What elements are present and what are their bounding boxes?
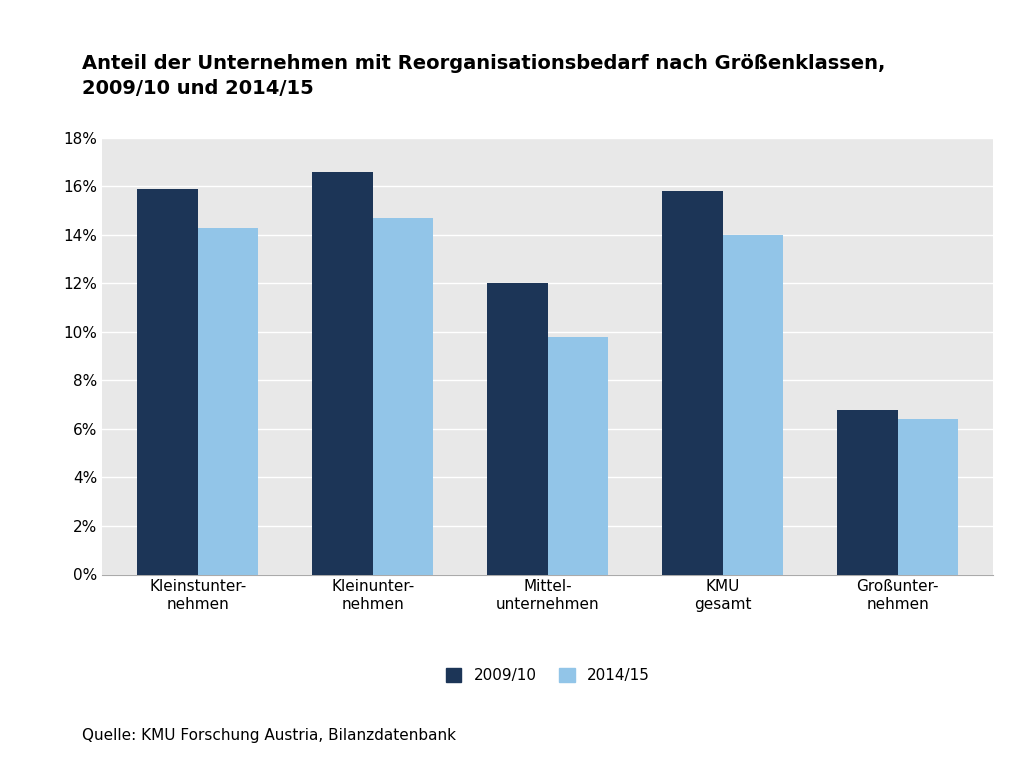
Bar (487, 283, 548, 574)
Legend: 2009/10, 2014/15: 2009/10, 2014/15 (440, 662, 655, 689)
Bar (373, 218, 433, 574)
Bar (548, 337, 608, 574)
Bar (838, 410, 898, 574)
Bar (198, 228, 258, 574)
Text: Anteil der Unternehmen mit Reorganisationsbedarf nach Größenklassen,
2009/10 und: Anteil der Unternehmen mit Reorganisatio… (82, 54, 886, 97)
Bar (312, 172, 373, 574)
Bar (663, 192, 723, 574)
Text: Quelle: KMU Forschung Austria, Bilanzdatenbank: Quelle: KMU Forschung Austria, Bilanzdat… (82, 728, 456, 743)
Bar (898, 419, 958, 574)
Bar (723, 235, 783, 574)
Bar (137, 188, 198, 574)
